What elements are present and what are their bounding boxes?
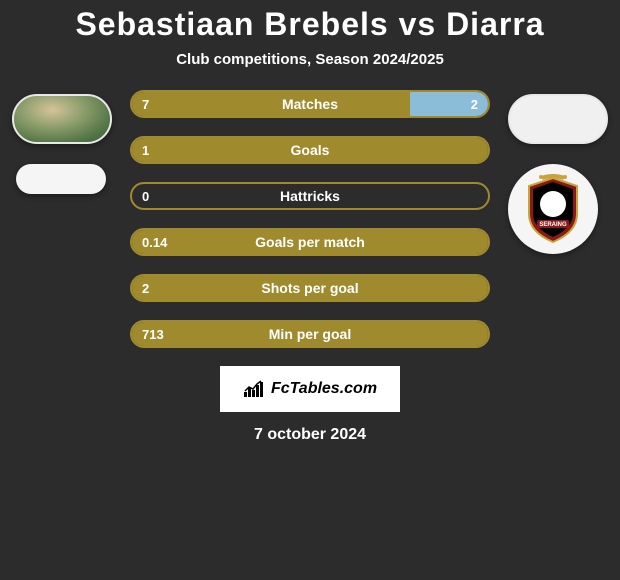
svg-text:SERAING: SERAING [539,222,567,228]
comparison-panel: SERAING 7 Matches 2 1 Goals 0 Hattricks [0,90,620,444]
player-right-avatar [508,94,608,144]
player-right-column: SERAING [508,94,608,254]
stat-label: Shots per goal [132,276,488,300]
player-left-column [12,94,112,194]
stat-label: Goals [132,138,488,162]
page-title: Sebastiaan Brebels vs Diarra [0,0,620,43]
stat-label: Min per goal [132,322,488,346]
stat-row-goals-per-match: 0.14 Goals per match [130,228,490,256]
stat-label: Matches [132,92,488,116]
stat-bars: 7 Matches 2 1 Goals 0 Hattricks 0.14 Goa… [130,90,490,348]
stat-row-goals: 1 Goals [130,136,490,164]
stat-label: Goals per match [132,230,488,254]
stat-row-min-per-goal: 713 Min per goal [130,320,490,348]
stat-label: Hattricks [132,184,488,208]
subtitle: Club competitions, Season 2024/2025 [0,51,620,68]
brand-chart-icon [243,380,265,398]
brand-badge: FcTables.com [220,366,400,412]
stat-row-hattricks: 0 Hattricks [130,182,490,210]
player-left-avatar [12,94,112,144]
stat-row-shots-per-goal: 2 Shots per goal [130,274,490,302]
club-left-badge [16,164,106,194]
stat-row-matches: 7 Matches 2 [130,90,490,118]
club-right-crest-icon: SERAING [521,174,585,244]
date-label: 7 october 2024 [0,426,620,444]
club-right-badge: SERAING [508,164,598,254]
stat-value-right: 2 [471,92,478,116]
brand-text: FcTables.com [271,380,377,398]
